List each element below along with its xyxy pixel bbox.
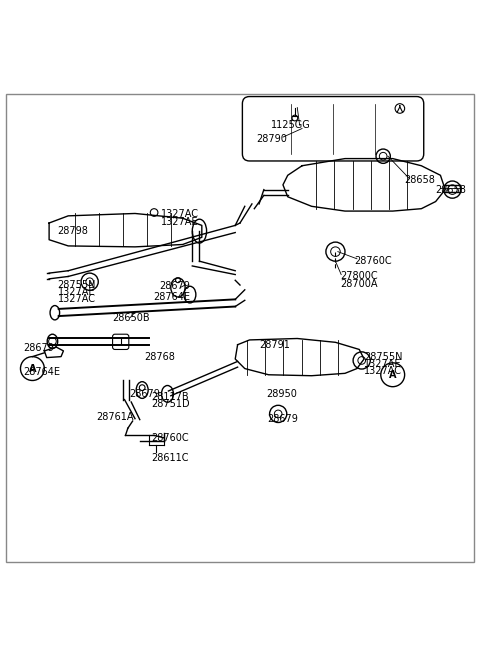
Text: 28611C: 28611C	[151, 453, 189, 462]
Text: 1125GG: 1125GG	[271, 120, 311, 130]
Text: 1327AE: 1327AE	[364, 359, 402, 369]
Text: 1327AE: 1327AE	[58, 287, 95, 297]
Text: 28679: 28679	[129, 389, 160, 399]
Text: 28679: 28679	[268, 414, 299, 424]
Text: 27800C: 27800C	[340, 272, 378, 281]
Text: 28798: 28798	[58, 226, 89, 236]
Text: 1327AC: 1327AC	[58, 295, 96, 304]
Text: 28764E: 28764E	[153, 292, 190, 302]
Text: 28790: 28790	[257, 134, 288, 144]
Text: 28764E: 28764E	[23, 367, 60, 377]
Text: 28658: 28658	[436, 184, 467, 195]
Text: A: A	[389, 370, 396, 380]
Text: 28768: 28768	[144, 352, 175, 361]
Text: 28117B: 28117B	[151, 392, 188, 402]
Text: 28760C: 28760C	[355, 256, 392, 266]
Text: 28679: 28679	[159, 281, 190, 291]
Text: 28751D: 28751D	[151, 400, 190, 409]
Text: 28755N: 28755N	[364, 352, 403, 361]
Text: 28791: 28791	[259, 340, 290, 350]
Text: 28755N: 28755N	[58, 280, 96, 290]
Text: 1327AC: 1327AC	[161, 209, 199, 219]
Text: 28700A: 28700A	[340, 279, 378, 289]
Text: A: A	[29, 363, 36, 373]
Text: 1327AE: 1327AE	[161, 216, 199, 226]
Text: 28760C: 28760C	[151, 433, 189, 443]
Text: 28658: 28658	[405, 175, 435, 185]
Text: 1327AC: 1327AC	[364, 366, 402, 376]
Text: 28650B: 28650B	[113, 314, 150, 323]
Text: 28761A: 28761A	[96, 412, 133, 422]
Text: 28950: 28950	[266, 389, 297, 399]
Text: 28679: 28679	[23, 343, 54, 353]
